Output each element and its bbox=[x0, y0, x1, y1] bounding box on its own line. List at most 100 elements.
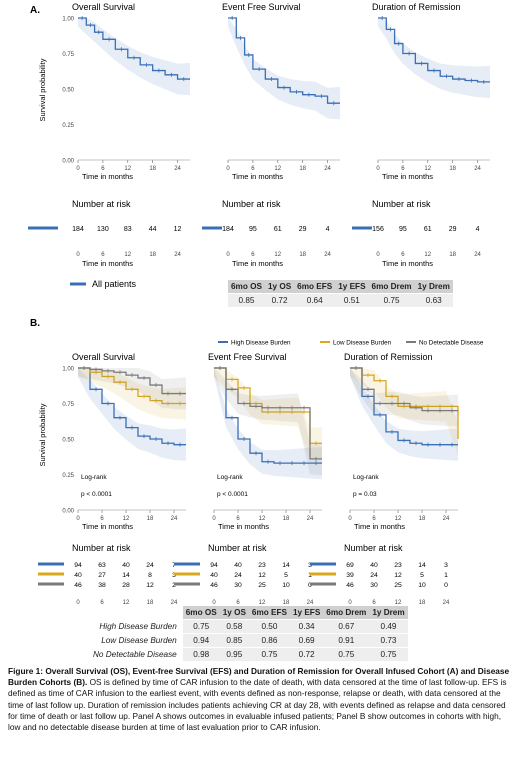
p-value: p < 0.0001 bbox=[81, 491, 112, 498]
x-tick-label: 18 bbox=[419, 516, 426, 522]
x-axis-label: Time in months bbox=[82, 172, 133, 181]
panel-a-ylabel: Survival probability bbox=[38, 58, 47, 121]
risk-count: 184 bbox=[222, 226, 234, 233]
risk-x-tick-label: 0 bbox=[76, 252, 80, 258]
risk-count: 39 bbox=[346, 572, 354, 579]
table-cell: 0.85 bbox=[228, 293, 265, 307]
x-tick-label: 12 bbox=[124, 166, 131, 172]
risk-x-tick-label: 24 bbox=[171, 600, 178, 606]
table-header: 6mo EFS bbox=[294, 280, 336, 294]
table-cell: 0.75 bbox=[248, 647, 290, 661]
risk-x-tick-label: 24 bbox=[443, 600, 450, 606]
risk-count: 5 bbox=[284, 572, 288, 579]
risk-count: 69 bbox=[346, 562, 354, 569]
table-cell: 0.91 bbox=[323, 633, 370, 648]
chart-title: Overall Survival bbox=[72, 352, 135, 362]
x-tick-label: 12 bbox=[424, 166, 431, 172]
caption-bold: Figure 1: Overall Survival (OS), Event-f… bbox=[8, 666, 510, 688]
table-header: 1y EFS bbox=[335, 280, 369, 294]
risk-table-title: Number at risk bbox=[208, 543, 267, 553]
confidence-band bbox=[350, 368, 458, 456]
risk-x-tick-label: 12 bbox=[274, 252, 281, 258]
table-row: No Detectable Disease 0.98 0.95 0.75 0.72 0.7… bbox=[90, 647, 408, 661]
p-value: p < 0.0001 bbox=[217, 491, 248, 498]
x-tick-label: 24 bbox=[171, 516, 178, 522]
confidence-band bbox=[228, 18, 340, 120]
risk-x-tick-label: 0 bbox=[376, 252, 380, 258]
risk-x-tick-label: 18 bbox=[283, 600, 290, 606]
risk-x-tick-label: 24 bbox=[174, 252, 181, 258]
survival-curve bbox=[78, 17, 190, 80]
table-cell: 0.69 bbox=[289, 633, 324, 648]
panel-b-ylabel: Survival probability bbox=[38, 403, 47, 466]
table-cell: 0.34 bbox=[289, 619, 324, 634]
table-cell: 0.72 bbox=[264, 293, 295, 307]
table-cell: 0.75 bbox=[369, 647, 408, 661]
risk-count: 25 bbox=[394, 582, 402, 589]
risk-x-tick-label: 12 bbox=[395, 600, 402, 606]
y-tick-label: 0.75 bbox=[62, 52, 74, 58]
table-cell: 0.75 bbox=[323, 647, 370, 661]
risk-x-tick-label: 6 bbox=[236, 600, 240, 606]
x-tick-label: 24 bbox=[443, 516, 450, 522]
survival-curve bbox=[214, 367, 322, 464]
table-header: 1y Drem bbox=[414, 280, 453, 294]
risk-count: 5 bbox=[420, 572, 424, 579]
x-tick-label: 0 bbox=[212, 516, 216, 522]
table-cell: 0.86 bbox=[248, 633, 290, 648]
panel-a-label: A. bbox=[30, 5, 40, 16]
risk-count: 156 bbox=[372, 226, 384, 233]
table-header: 1y Drem bbox=[369, 606, 408, 620]
risk-count: 29 bbox=[449, 226, 457, 233]
risk-count: 40 bbox=[210, 572, 218, 579]
survival-curve bbox=[214, 367, 322, 444]
p-value: p = 0.03 bbox=[353, 491, 377, 498]
risk-x-tick-label: 6 bbox=[401, 252, 405, 258]
x-tick-label: 12 bbox=[274, 166, 281, 172]
risk-count: 29 bbox=[299, 226, 307, 233]
figure-caption: Figure 1: Overall Survival (OS), Event-f… bbox=[8, 666, 513, 733]
risk-count: 12 bbox=[174, 226, 182, 233]
risk-x-tick-label: 12 bbox=[259, 600, 266, 606]
chart-title: Event Free Survival bbox=[208, 352, 287, 362]
risk-count: 30 bbox=[234, 582, 242, 589]
risk-count: 23 bbox=[394, 562, 402, 569]
risk-x-tick-label: 0 bbox=[212, 600, 216, 606]
risk-x-tick-label: 12 bbox=[123, 600, 130, 606]
panel-b-label: B. bbox=[30, 318, 40, 329]
risk-count: 61 bbox=[424, 226, 432, 233]
risk-count: 3 bbox=[444, 562, 448, 569]
log-rank-label: Log-rank bbox=[353, 474, 379, 481]
chart-title: Event Free Survival bbox=[222, 2, 301, 12]
log-rank-label: Log-rank bbox=[81, 474, 107, 481]
confidence-band bbox=[78, 368, 186, 410]
y-tick-label: 0.00 bbox=[62, 159, 74, 165]
risk-count: 63 bbox=[98, 562, 106, 569]
risk-count: 40 bbox=[74, 572, 82, 579]
x-axis-label: Time in months bbox=[232, 172, 283, 181]
risk-count: 184 bbox=[72, 226, 84, 233]
legend-label: No Detectable Disease bbox=[419, 340, 484, 347]
risk-count: 46 bbox=[74, 582, 82, 589]
table-header: 1y OS bbox=[264, 280, 295, 294]
risk-count: 83 bbox=[124, 226, 132, 233]
table-cell: 0.85 bbox=[219, 633, 249, 648]
panel-b-summary-table: 6mo OS 1y OS 6mo EFS 1y EFS 6mo Drem 1y Drem … bbox=[90, 606, 408, 661]
confidence-band bbox=[350, 368, 458, 461]
y-tick-label: 0.75 bbox=[62, 402, 74, 408]
caption-body: OS is defined by time of CAR infusion to… bbox=[8, 677, 507, 733]
risk-count: 14 bbox=[122, 572, 130, 579]
risk-table-title: Number at risk bbox=[372, 199, 431, 209]
table-header: 6mo Drem bbox=[368, 280, 415, 294]
risk-x-axis-label: Time in months bbox=[232, 259, 283, 268]
risk-table-title: Number at risk bbox=[72, 543, 131, 553]
x-tick-label: 6 bbox=[236, 516, 240, 522]
risk-count: 95 bbox=[399, 226, 407, 233]
risk-table-title: Number at risk bbox=[72, 199, 131, 209]
risk-count: 10 bbox=[418, 582, 426, 589]
risk-x-tick-label: 6 bbox=[101, 252, 105, 258]
risk-x-tick-label: 6 bbox=[372, 600, 376, 606]
risk-x-tick-label: 18 bbox=[449, 252, 456, 258]
x-tick-label: 12 bbox=[395, 516, 402, 522]
y-tick-label: 1.00 bbox=[62, 17, 74, 23]
